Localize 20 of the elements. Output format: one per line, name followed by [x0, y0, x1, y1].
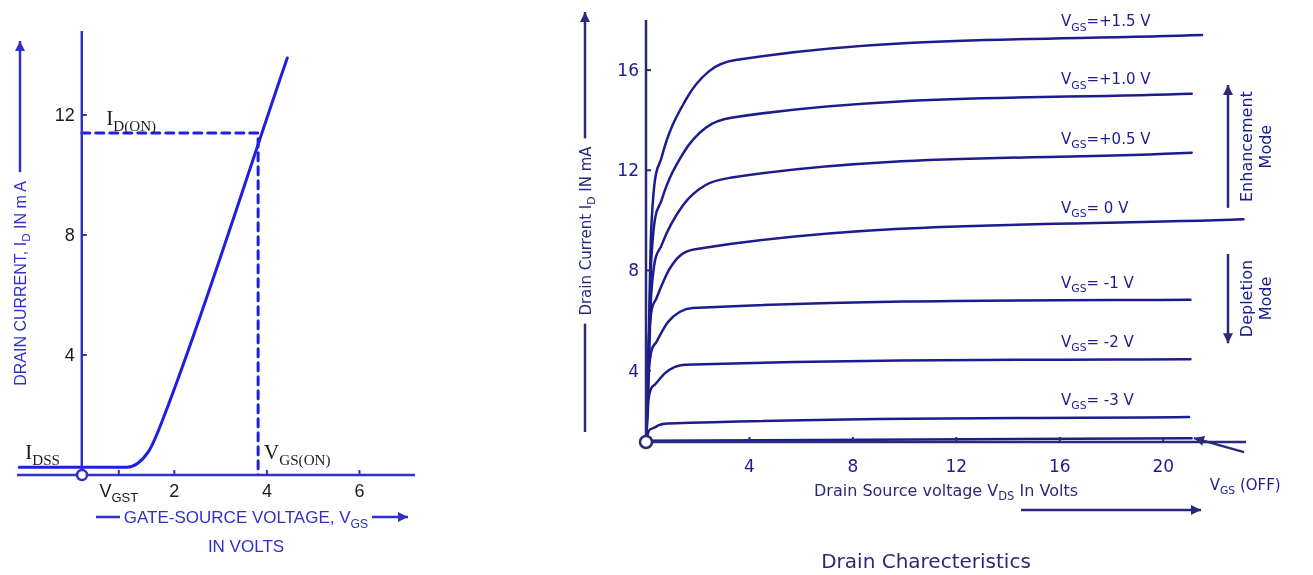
y-axis-title: Drain Current ID IN mA: [577, 145, 599, 316]
x-tick-label: 8: [847, 456, 859, 476]
y-tick-label: 4: [628, 360, 640, 381]
x-tick-label: 4: [261, 481, 272, 501]
x-tick-label: 6: [354, 481, 365, 501]
y-tick-label: 4: [64, 345, 75, 365]
y-tick-label: 12: [617, 160, 640, 181]
y-axis-title: DRAIN CURRENT, ID IN m A: [12, 180, 33, 386]
x-tick-label: 2: [169, 481, 180, 501]
y-tick-label: 12: [54, 105, 75, 125]
y-tick-label: 16: [617, 60, 640, 81]
y-tick-label: 8: [628, 260, 640, 281]
annotation: Enhancement Mode: [1236, 91, 1275, 203]
text: Drain Charecteristics: [821, 549, 1031, 573]
x-tick-label: 12: [945, 456, 968, 476]
annotation: Depletion Mode: [1236, 259, 1275, 338]
y-tick-label: 8: [64, 225, 75, 245]
x-tick-label: 4: [744, 456, 755, 476]
x-tick-label: 16: [1048, 456, 1071, 476]
x-tick-label: 20: [1152, 456, 1175, 476]
